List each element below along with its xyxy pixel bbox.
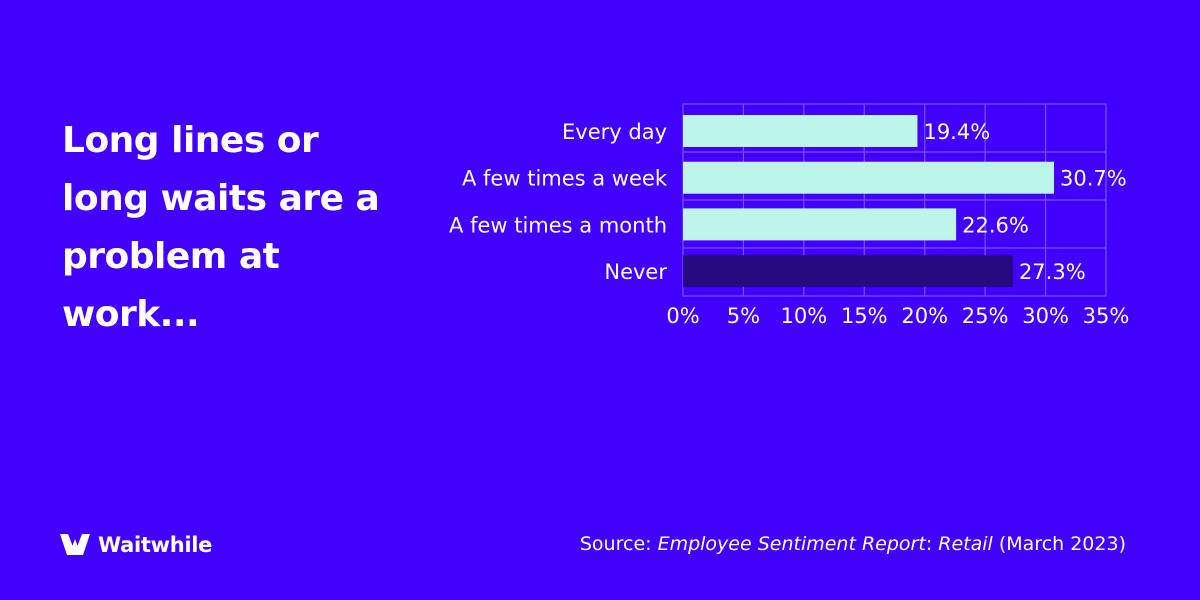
x-tick-label: 15%: [841, 304, 888, 328]
x-tick-label: 20%: [901, 304, 948, 328]
headline: Long lines or long waits are a problem a…: [62, 120, 380, 335]
bar: [683, 161, 1055, 194]
x-tick-label: 0%: [666, 304, 699, 328]
bar: [683, 115, 918, 147]
category-label: A few times a week: [462, 167, 668, 191]
bar: [683, 255, 1013, 288]
x-tick-label: 30%: [1022, 304, 1069, 328]
source-date: (March 2023): [992, 533, 1126, 555]
brand-name: Waitwhile: [98, 533, 213, 557]
x-tick-label: 5%: [727, 304, 760, 328]
source-report-title: Employee Sentiment Report: [657, 533, 926, 555]
waitwhile-logo-icon: [60, 534, 90, 555]
data-label: 30.7%: [1060, 167, 1127, 191]
source-citation: Source: Employee Sentiment Report: Retai…: [580, 533, 1126, 555]
category-label: A few times a month: [449, 213, 667, 237]
data-label: 22.6%: [962, 213, 1029, 237]
x-tick-label: 10%: [781, 304, 828, 328]
source-prefix: Source:: [579, 533, 658, 555]
bar: [683, 208, 957, 241]
source-separator: :: [925, 533, 939, 555]
source-report-subtitle: Retail: [938, 533, 993, 555]
x-tick-label: 35%: [1083, 304, 1130, 328]
category-label: Every day: [562, 120, 667, 144]
data-label: 27.3%: [1019, 260, 1086, 284]
brand-logo: Waitwhile: [60, 530, 212, 560]
data-label: 19.4%: [923, 120, 990, 144]
category-label: Never: [604, 260, 667, 284]
x-tick-label: 25%: [962, 304, 1009, 328]
